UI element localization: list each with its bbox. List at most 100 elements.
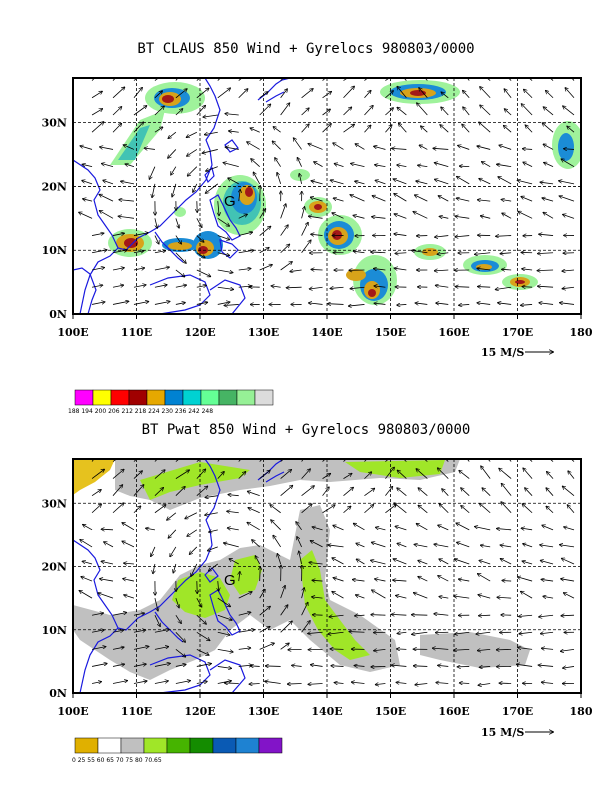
wind-arrow: [196, 469, 206, 479]
wind-arrow: [542, 525, 554, 531]
wind-arrow: [419, 145, 428, 150]
wind-arrow: [440, 125, 449, 133]
wind-arrow: [301, 89, 313, 99]
wind-arrow: [459, 579, 470, 581]
wind-arrow: [330, 287, 344, 288]
x-tick-label: 120E: [184, 326, 215, 339]
wind-arrow: [352, 580, 365, 582]
wind-arrow: [206, 166, 218, 171]
y-tick-label: 30N: [42, 117, 67, 130]
wind-arrow: [444, 459, 449, 462]
wind-arrow: [248, 508, 260, 514]
wind-arrow: [125, 164, 135, 168]
wind-arrow: [479, 666, 491, 667]
wind-arrow: [112, 87, 125, 99]
wind-arrow: [504, 126, 512, 133]
wind-arrow: [391, 614, 407, 615]
wind-arrow: [353, 215, 365, 219]
wind-arrow: [355, 615, 365, 616]
wind-arrow: [217, 78, 221, 81]
wind-arrow: [432, 648, 449, 649]
wind-arrow: [476, 632, 491, 634]
wind-arrow: [372, 217, 386, 219]
wind-arrow: [301, 108, 309, 116]
wind-arrow: [397, 488, 407, 496]
wind-arrow: [153, 563, 155, 574]
wind-arrow: [175, 109, 183, 116]
wind-arrow: [421, 126, 428, 133]
wind-arrow: [238, 214, 247, 219]
wind-arrow: [497, 529, 512, 530]
wind-arrow: [301, 469, 311, 479]
wind-arrow: [463, 107, 470, 116]
wind-arrow: [355, 181, 365, 185]
wind-arrow: [175, 269, 185, 277]
wind-arrow: [149, 166, 156, 179]
wind-arrow: [434, 270, 449, 271]
wind-arrow: [91, 682, 101, 684]
wind-arrow: [496, 236, 512, 237]
wind-arrow: [308, 144, 323, 150]
wind-arrow: [229, 131, 239, 132]
y-tick-label: 0N: [49, 687, 67, 700]
wind-arrow: [270, 505, 281, 514]
wind-arrow: [353, 251, 365, 253]
wind-arrow: [416, 469, 428, 479]
wind-arrow: [322, 109, 331, 116]
wind-arrow: [91, 78, 96, 81]
x-tick-label: 140E: [311, 326, 342, 339]
wind-arrow: [395, 253, 407, 254]
wind-arrow: [218, 201, 219, 215]
wind-arrow: [343, 107, 352, 116]
wind-arrow: [521, 528, 533, 530]
wind-arrow: [273, 127, 281, 133]
wind-arrow: [561, 159, 575, 168]
wind-arrow: [434, 163, 449, 168]
wind-arrow: [112, 268, 124, 270]
wind-arrow: [478, 287, 491, 288]
wind-arrow: [497, 597, 512, 598]
wind-arrow: [209, 563, 219, 571]
wind-arrow: [133, 459, 138, 462]
wind-arrow: [297, 537, 302, 548]
wind-arrow: [356, 559, 365, 565]
wind-arrow: [133, 78, 138, 81]
top-map-axis-labels: 100E 110E 120E 130E 140E 150E 160E 170E 180 0N 10N…: [42, 117, 593, 339]
wind-arrow: [415, 684, 428, 685]
wind-arrow: [252, 540, 260, 548]
wind-arrow: [364, 488, 374, 497]
wind-arrow: [217, 269, 233, 273]
wind-arrow: [228, 178, 239, 185]
wind-arrow: [438, 576, 449, 582]
wind-arrow: [394, 268, 407, 270]
wind-arrow: [415, 195, 428, 202]
wind-arrow: [502, 213, 512, 219]
wind-arrow: [217, 666, 232, 668]
wind-arrow: [385, 487, 392, 496]
wind-arrow: [343, 86, 355, 99]
wind-arrow: [343, 124, 355, 133]
wind-arrow: [238, 250, 254, 254]
wind-arrow: [560, 303, 575, 305]
wind-arrow: [91, 469, 104, 479]
wind-arrow: [175, 252, 186, 263]
wind-arrow: [562, 287, 575, 288]
wind-arrow: [439, 597, 449, 599]
wind-arrow: [286, 287, 302, 288]
wind-arrow: [478, 684, 491, 686]
wind-arrow: [175, 459, 183, 462]
wind-arrow: [280, 459, 285, 462]
wind-arrow: [238, 268, 251, 269]
wind-arrow: [112, 123, 121, 133]
wind-arrow: [301, 588, 305, 599]
wind-arrow: [133, 506, 141, 514]
wind-arrow: [434, 614, 449, 616]
wind-arrow: [397, 304, 407, 305]
wind-arrow: [133, 88, 142, 99]
top-color-legend: [74, 389, 274, 406]
wind-arrow: [372, 196, 386, 202]
wind-arrow: [187, 149, 198, 156]
wind-arrow: [81, 577, 93, 582]
bottom-map-wind-vectors: [79, 459, 575, 686]
wind-arrow: [528, 78, 533, 81]
